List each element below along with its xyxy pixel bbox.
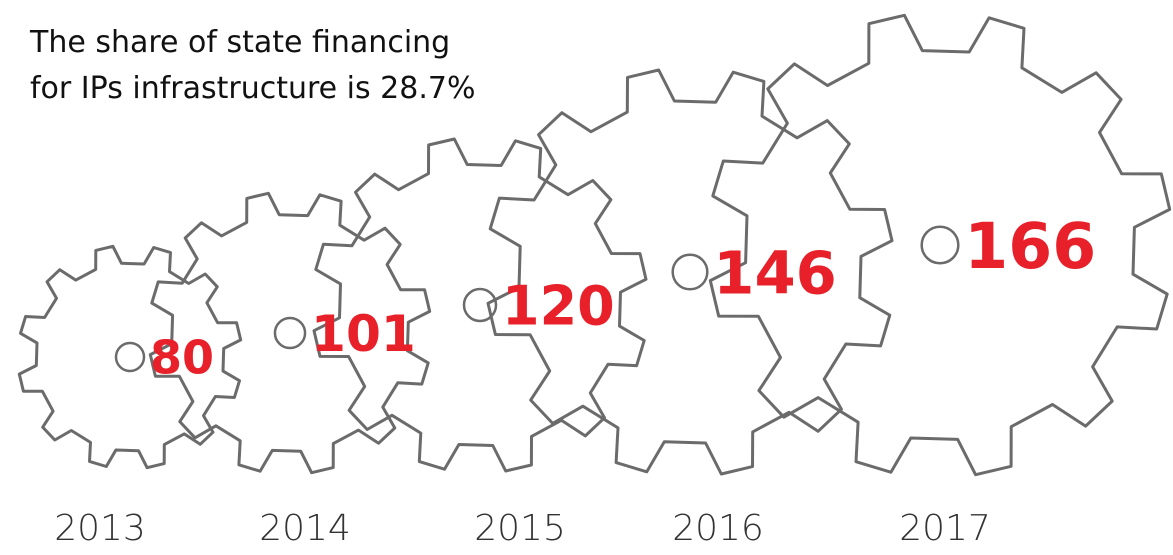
year-label: 2013 — [54, 508, 146, 549]
gear-hole — [673, 255, 708, 290]
gear-hole — [275, 318, 305, 348]
gear-hole — [116, 343, 144, 371]
chart-title: for IPs infrastructure is 28.7% — [30, 71, 475, 106]
page: The share of state financing for IPs inf… — [0, 0, 1173, 555]
value-label: 101 — [311, 304, 416, 363]
year-label: 2016 — [672, 508, 764, 549]
chart: The share of state financing for IPs inf… — [0, 0, 1173, 555]
gear-hole — [922, 227, 959, 264]
value-label: 80 — [150, 331, 214, 385]
chart-title: The share of state financing — [29, 25, 450, 60]
value-label: 146 — [713, 238, 837, 307]
gear-hole — [464, 289, 496, 321]
year-label: 2014 — [259, 508, 351, 549]
value-label: 120 — [502, 274, 615, 337]
year-label: 2015 — [474, 508, 566, 549]
value-label: 166 — [964, 209, 1096, 283]
year-label: 2017 — [899, 508, 991, 549]
